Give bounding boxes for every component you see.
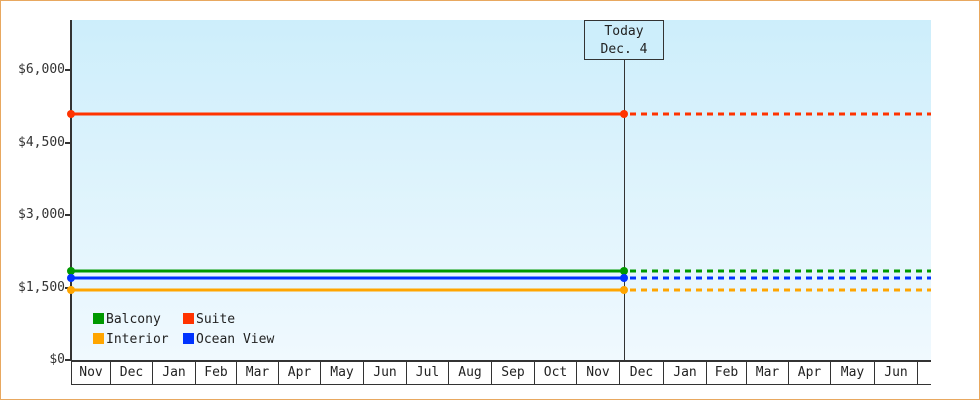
x-month: Dec — [110, 361, 152, 385]
x-month: Jan — [663, 361, 706, 385]
x-month: Jul — [406, 361, 448, 385]
series-ocean-view — [67, 274, 931, 282]
legend-item-suite: Suite — [183, 312, 235, 327]
y-tick-label: $1,500 — [18, 280, 65, 295]
x-month: Jan — [152, 361, 195, 385]
y-axis — [70, 20, 72, 361]
legend-label: Interior — [106, 332, 169, 347]
x-month: Apr — [278, 361, 320, 385]
x-month-partial — [917, 361, 931, 385]
legend-swatch — [183, 333, 194, 344]
x-month: Nov — [71, 361, 110, 385]
today-annotation: Today Dec. 4 — [584, 20, 664, 60]
y-tick — [65, 69, 71, 71]
series-interior — [67, 286, 931, 294]
legend-label: Ocean View — [196, 332, 275, 347]
x-month: Aug — [448, 361, 491, 385]
plot-area — [71, 20, 931, 360]
legend-item-interior: Interior — [93, 332, 169, 347]
legend-label: Balcony — [106, 312, 161, 327]
legend-swatch — [93, 313, 104, 324]
legend-item-ocean-view: Ocean View — [183, 332, 274, 347]
y-tick — [65, 359, 71, 361]
x-month: Jun — [874, 361, 917, 385]
today-label: Today — [604, 24, 644, 39]
x-month: Apr — [788, 361, 830, 385]
legend-swatch — [93, 333, 104, 344]
series-balcony — [67, 267, 931, 275]
legend-label: Suite — [196, 312, 236, 327]
x-month: Mar — [746, 361, 788, 385]
today-marker-line — [624, 60, 625, 360]
y-tick — [65, 214, 71, 216]
x-month: Feb — [706, 361, 746, 385]
today-date: Dec. 4 — [600, 42, 648, 57]
y-tick-label: $3,000 — [18, 207, 65, 222]
x-month: Nov — [576, 361, 619, 385]
x-month: May — [320, 361, 363, 385]
legend-item-balcony: Balcony — [93, 312, 161, 327]
x-month: Feb — [195, 361, 236, 385]
series-suite — [67, 110, 931, 118]
x-month: Dec — [619, 361, 663, 385]
x-month: Jun — [363, 361, 406, 385]
x-axis — [71, 360, 931, 362]
y-tick-label: $4,500 — [18, 135, 65, 150]
y-tick-label: $6,000 — [18, 62, 65, 77]
x-month: Sep — [491, 361, 534, 385]
x-month: May — [830, 361, 874, 385]
y-tick — [65, 142, 71, 144]
y-tick-label: $0 — [49, 352, 65, 367]
legend-swatch — [183, 313, 194, 324]
x-month: Oct — [534, 361, 576, 385]
x-month: Mar — [236, 361, 278, 385]
